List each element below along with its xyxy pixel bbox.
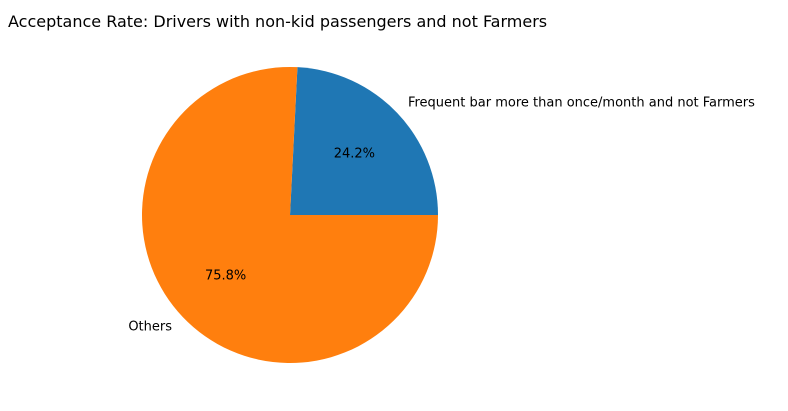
- pie-slice-1: [142, 66, 438, 363]
- pie-slice-0: [290, 67, 438, 216]
- chart-title: Acceptance Rate: Drivers with non-kid pa…: [8, 12, 547, 31]
- pie-pct-label-0: 24.2%: [334, 146, 375, 161]
- pie-slices: [142, 66, 438, 363]
- pie-labels: 24.2% Frequent bar more than once/month a…: [128, 95, 755, 334]
- pie-pct-label-1: 75.8%: [205, 269, 246, 284]
- pie-category-label-1: Others: [128, 320, 172, 335]
- pie-category-label-0: Frequent bar more than once/month and no…: [408, 95, 755, 110]
